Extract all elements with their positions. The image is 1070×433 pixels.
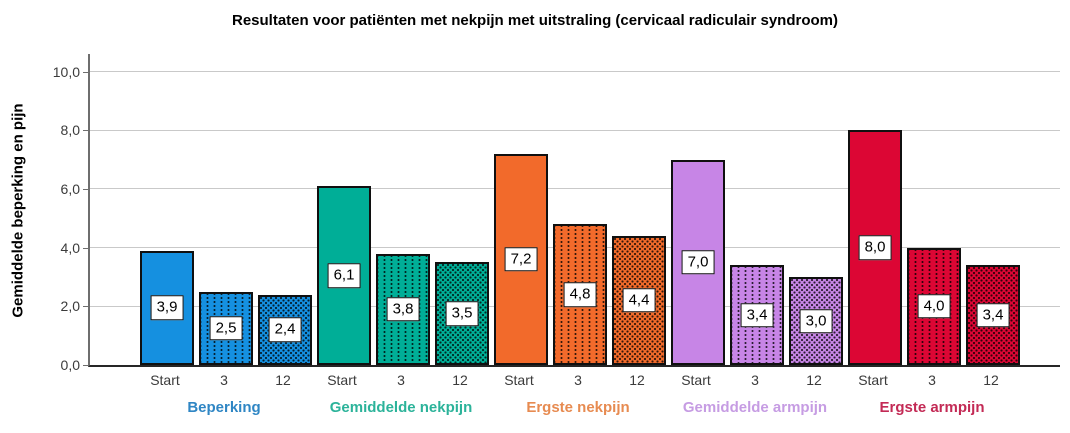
x-tick-label: 3: [928, 372, 936, 388]
bar-value-label: 3,9: [150, 295, 184, 321]
bar: [907, 247, 961, 365]
bar-value-label: 4,4: [622, 288, 656, 313]
group-label: Ergste armpijn: [879, 399, 985, 416]
group-label: Gemiddelde nekpijn: [329, 399, 473, 416]
group-label: Beperking: [187, 399, 261, 416]
y-tick-mark: [83, 247, 88, 249]
group-label: Ergste nekpijn: [526, 399, 630, 416]
bar: [730, 265, 784, 365]
gridline: [90, 71, 1060, 73]
bar-value-label: 3,8: [386, 297, 420, 322]
y-tick-label: 10,0: [52, 63, 80, 80]
bar: [435, 262, 489, 365]
x-tick-label: Start: [327, 372, 357, 388]
x-tick-label: 3: [574, 372, 582, 388]
x-tick-label: 3: [397, 372, 405, 388]
y-tick-mark: [83, 130, 88, 132]
bar-value-label: 3,5: [445, 301, 479, 326]
y-tick-label: 2,0: [60, 298, 80, 315]
y-tick-label: 0,0: [60, 357, 80, 373]
y-tick-label: 4,0: [60, 239, 80, 256]
group-label: Gemiddelde armpijn: [682, 399, 828, 416]
y-tick-mark: [83, 71, 88, 73]
x-tick-label: Start: [858, 372, 888, 388]
x-tick-label: 12: [983, 372, 999, 388]
y-tick-mark: [83, 365, 88, 366]
bar-value-label: 3,4: [740, 302, 774, 328]
chart-title: Resultaten voor patiënten met nekpijn me…: [232, 12, 838, 29]
x-tick-label: Start: [681, 372, 711, 388]
bar-value-label: 3,4: [976, 302, 1010, 328]
y-tick-mark: [83, 188, 88, 190]
x-tick-label: 12: [806, 372, 822, 388]
bar: [376, 253, 430, 365]
bar-value-label: 2,5: [209, 316, 243, 341]
bar-value-label: 4,0: [917, 294, 951, 319]
gridline: [90, 129, 1060, 131]
bar-value-label: 3,0: [799, 308, 833, 334]
y-tick-label: 6,0: [60, 180, 80, 197]
x-tick-label: 12: [275, 372, 291, 388]
x-tick-label: 12: [452, 372, 468, 388]
bar-value-label: 2,4: [268, 317, 302, 343]
bar-value-label: 7,2: [504, 247, 538, 272]
y-tick-label: 8,0: [60, 122, 80, 139]
y-tick-mark: [83, 306, 88, 308]
bar-value-label: 6,1: [327, 263, 361, 288]
bar-value-label: 8,0: [858, 235, 892, 260]
bar-value-label: 4,8: [563, 282, 597, 307]
x-tick-label: Start: [504, 372, 534, 388]
x-tick-label: Start: [150, 372, 180, 388]
y-axis-label: Gemiddelde beperking en pijn: [9, 103, 27, 318]
gridline: [90, 188, 1060, 190]
x-tick-label: 3: [220, 372, 228, 388]
x-tick-label: 3: [751, 372, 759, 388]
x-tick-label: 12: [629, 372, 645, 388]
plot-area: 3,9 2,5 2,4 6,1 3,8 3,5 7,2 4,8 4,4 7,0 3,4 3,0 8,0 4…: [88, 54, 1060, 367]
bar-value-label: 7,0: [681, 250, 715, 275]
